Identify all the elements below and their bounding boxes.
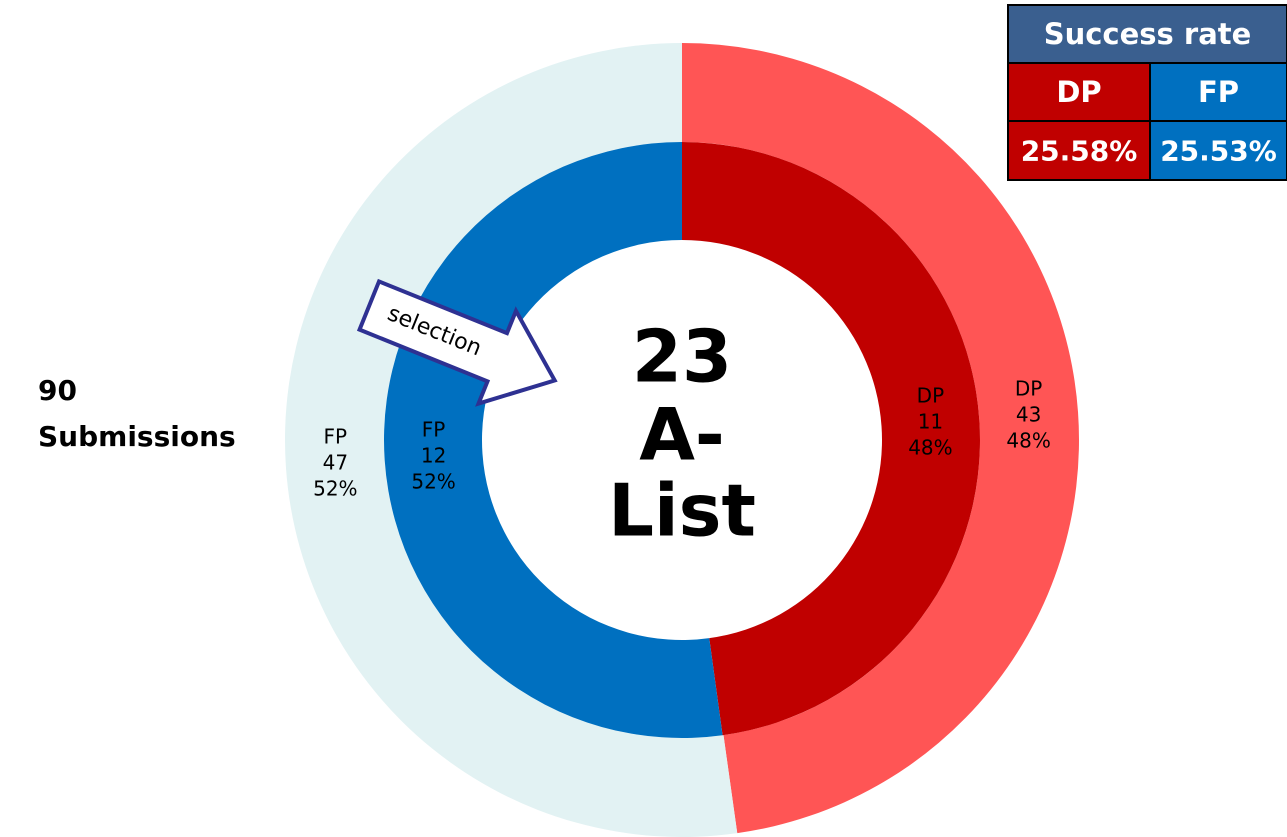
donut-segment bbox=[383, 142, 723, 739]
rings bbox=[285, 43, 1079, 837]
column-header: DP bbox=[1056, 75, 1101, 109]
rate-value: 25.53% bbox=[1160, 135, 1277, 168]
total-label: Submissions bbox=[38, 420, 236, 453]
table-cell bbox=[1149, 120, 1287, 181]
segment-value: 47 bbox=[323, 451, 348, 475]
segment-category: DP bbox=[1015, 376, 1042, 400]
center-value: 23 bbox=[632, 315, 732, 399]
center-label: List bbox=[608, 469, 756, 553]
segment-percent: 52% bbox=[313, 477, 357, 501]
column-header: FP bbox=[1198, 75, 1239, 109]
table-header bbox=[1007, 4, 1287, 64]
total: 90 bbox=[38, 374, 77, 407]
table-cell bbox=[1007, 120, 1151, 181]
segment-category: DP bbox=[917, 384, 944, 408]
segment-value: 11 bbox=[918, 410, 943, 434]
segment-percent: 52% bbox=[411, 469, 455, 493]
table-title: Success rate bbox=[1044, 17, 1252, 51]
arrow-shape bbox=[356, 278, 558, 407]
segment-percent: 48% bbox=[1006, 428, 1050, 452]
segment-value: 43 bbox=[1016, 402, 1041, 426]
segment-category: FP bbox=[324, 425, 348, 449]
donut-segment bbox=[682, 43, 1079, 834]
center-label: A- bbox=[639, 393, 725, 477]
rate-value: 25.58% bbox=[1021, 135, 1138, 168]
donut-segment bbox=[682, 142, 980, 736]
donut-segment bbox=[285, 43, 738, 837]
segment-percent: 48% bbox=[908, 436, 952, 460]
success-rate-table: Success rate DP 25.58% FP 25.53% bbox=[1007, 4, 1287, 181]
segment-category: FP bbox=[422, 417, 446, 441]
table-cell bbox=[1007, 62, 1151, 122]
segment-value: 12 bbox=[421, 443, 446, 467]
